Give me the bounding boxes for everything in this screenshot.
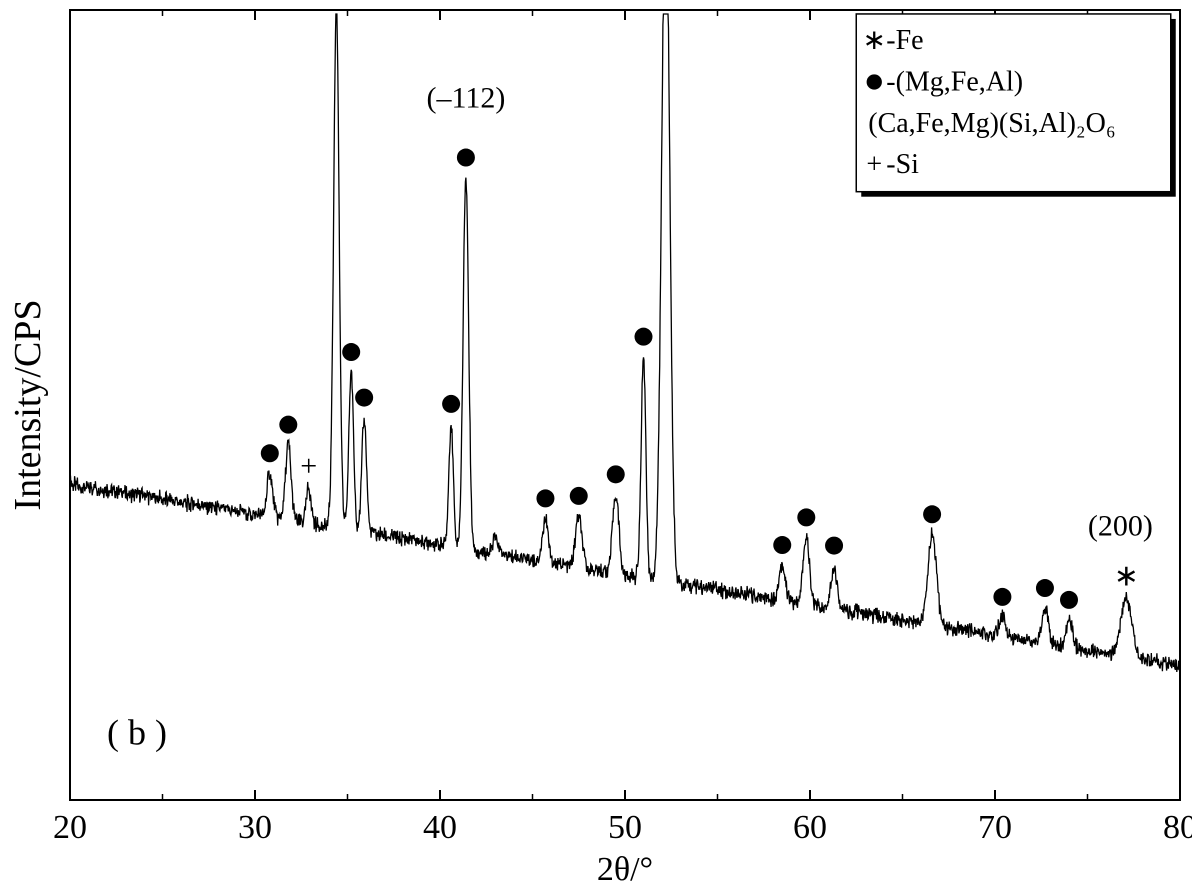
y-axis-label: Intensity/CPS [7, 299, 49, 510]
peak-marker-dot [923, 505, 941, 523]
x-tick-label: 60 [793, 809, 827, 846]
peak-marker-dot [1036, 579, 1054, 597]
peak-marker-dot [261, 444, 279, 462]
x-tick-label: 30 [238, 809, 272, 846]
peak-marker-dot [635, 328, 653, 346]
peak-marker-dot [1060, 591, 1078, 609]
peak-miller-label: (–112) [426, 82, 505, 115]
peak-marker-dot [570, 487, 588, 505]
peak-marker-dot [536, 489, 554, 507]
peak-marker-plus: + [300, 450, 317, 483]
panel-label: ( b ) [107, 713, 167, 753]
peak-marker-dot [442, 395, 460, 413]
legend-marker-plus: + [866, 149, 882, 180]
x-tick-label: 70 [978, 809, 1012, 846]
peak-marker-dot [355, 389, 373, 407]
legend-item-text: -Fe [886, 25, 923, 56]
peak-marker-dot [457, 149, 475, 167]
peak-marker-dot [342, 343, 360, 361]
x-tick-label: 40 [423, 809, 457, 846]
peak-marker-dot [993, 588, 1011, 606]
peak-miller-label: (200) [1088, 510, 1153, 543]
x-tick-label: 50 [608, 809, 642, 846]
peak-marker-dot [607, 465, 625, 483]
legend-marker-star: ∗ [863, 25, 886, 56]
peak-marker-dot [797, 508, 815, 526]
legend-item-text: -(Mg,Fe,Al) [886, 66, 1023, 97]
x-axis-label: 2θ/° [597, 851, 653, 888]
x-tick-label: 20 [53, 809, 87, 846]
legend-marker-dot [867, 74, 882, 89]
peak-marker-dot [825, 537, 843, 555]
x-tick-label: 80 [1163, 809, 1192, 846]
xrd-chart: 203040506070802θ/°Intensity/CPS+(–221)(–… [0, 0, 1192, 888]
peak-marker-star: ∗ [1114, 560, 1139, 593]
legend-item-text: (Ca,Fe,Mg)(Si,Al)₂O₆ [868, 108, 1115, 139]
legend-item-text: -Si [886, 149, 919, 180]
peak-marker-dot [279, 416, 297, 434]
peak-marker-dot [773, 536, 791, 554]
